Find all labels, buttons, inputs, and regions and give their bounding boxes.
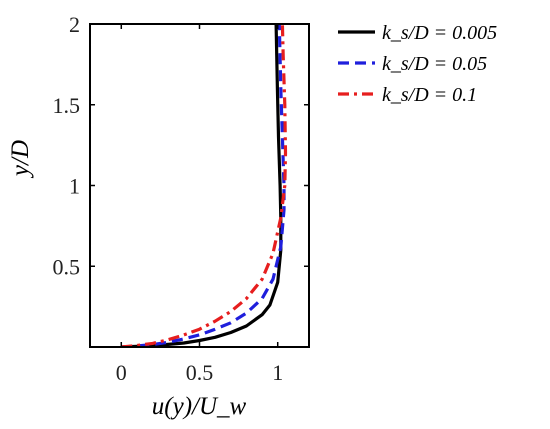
x-tick-label: 1 [272, 360, 283, 385]
x-tick-label: 0 [116, 360, 127, 385]
legend-label-3: k_s/D = 0.1 [382, 84, 477, 106]
legend-label-1: k_s/D = 0.005 [382, 22, 497, 44]
series-line-3 [121, 24, 288, 347]
legend-label-2: k_s/D = 0.05 [382, 53, 487, 75]
legend: k_s/D = 0.005 k_s/D = 0.05 k_s/D = 0.1 [338, 22, 497, 106]
x-tick-label: 0.5 [186, 360, 214, 385]
x-axis-label: u(y)/U_w [152, 393, 247, 420]
y-tick-label: 0.5 [53, 254, 81, 279]
y-tick-label: 2 [69, 12, 80, 37]
y-axis-label: y/D [7, 140, 34, 179]
y-tick-label: 1.5 [53, 93, 81, 118]
y-tick-label: 1 [69, 174, 80, 199]
series-line-2 [121, 24, 286, 347]
series-line-1 [121, 24, 283, 347]
